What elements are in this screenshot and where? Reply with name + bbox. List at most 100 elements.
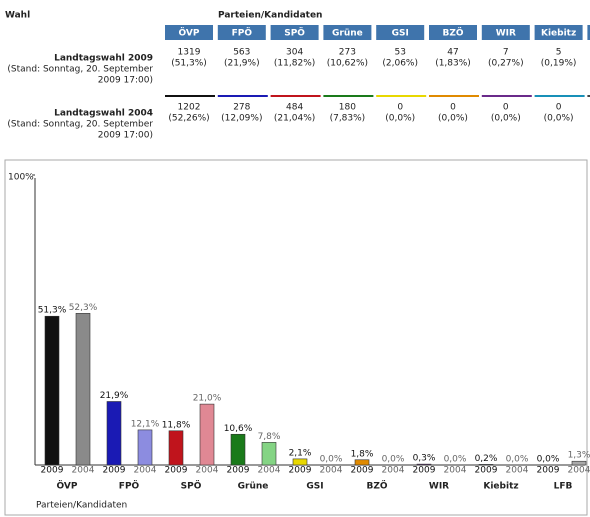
cell-text: 563 [233,48,250,58]
cell-text: 0 [450,103,456,113]
column-header-bg [429,25,477,40]
bar [199,403,215,466]
cell-text: 484 [286,103,303,113]
x-tick-label: SPÖ [181,481,202,492]
x-tick-label: FPÖ [119,481,140,492]
series-label: 2004 [72,466,95,476]
x-tick-label: Grüne [238,482,269,492]
column-header: GSI [392,29,409,39]
cell-text: (11,82%) [274,59,315,69]
cell-text: (1,83%) [435,59,471,69]
value-label: 2,1% [289,448,312,458]
value-label: 0,0% [444,455,467,465]
cell-text: 0 [556,103,562,113]
x-tick-label: LFB [554,482,573,492]
bar [106,401,122,466]
series-label: 2009 [413,466,436,476]
column-header: ÖVP [179,28,200,39]
row-note: (Stand: Sonntag, 20. September [7,120,153,130]
cell-text: 278 [233,103,250,113]
bar [168,430,184,466]
column-header: BZÖ [442,28,463,39]
value-label: 1,3% [568,451,590,461]
row-label: Landtagswahl 2004 [54,109,153,119]
column-header: SPÖ [284,28,305,39]
series-label: 2009 [165,466,188,476]
series-label: 2009 [103,466,126,476]
x-axis-title: Parteien/Kandidaten [36,501,127,511]
cell-text: (0,0%) [385,114,415,124]
series-label: 2009 [351,466,374,476]
column-header-bg [323,25,372,40]
row-note: 2009 17:00) [98,76,153,86]
series-label: 2009 [289,466,312,476]
cell-text: (0,27%) [488,59,524,69]
bar [230,433,246,466]
bar [292,458,308,466]
bar [416,463,432,466]
column-header-bg [587,25,590,40]
chart-frame [4,159,588,516]
value-label: 0,0% [506,455,529,465]
series-label: 2004 [258,466,281,476]
column-header-bg [534,25,583,40]
cell-text: 0 [503,103,509,113]
value-label: 21,0% [193,394,222,404]
cell-text: 304 [286,48,303,58]
cell-text: (0,0%) [438,114,468,124]
cell-text: (0,0%) [544,114,574,124]
x-tick-label: BZÖ [366,481,387,492]
x-tick-label: Kiebitz [483,482,518,492]
series-label: 2009 [537,466,560,476]
column-header-bg [376,25,425,40]
value-label: 11,8% [162,420,191,430]
value-label: 0,2% [475,454,498,464]
column-header: Grüne [332,29,363,39]
value-label: 0,0% [382,455,405,465]
column-header-bg [165,25,213,40]
value-label: 0,3% [413,454,436,464]
x-tick-label: ÖVP [57,481,78,492]
bar [44,315,60,466]
cell-text: 1319 [178,48,201,58]
cell-text: (52,26%) [168,114,209,124]
cell-text: (10,62%) [327,59,368,69]
column-header-bg [217,25,266,40]
x-tick-label: WIR [429,482,449,492]
x-tick-label: GSI [306,482,323,492]
bar [354,459,370,466]
cell-text: 0 [397,103,403,113]
bar [571,460,587,466]
bar [137,429,153,466]
value-label: 12,1% [131,419,160,429]
cell-text: (0,19%) [541,59,577,69]
cell-text: (21,9%) [224,59,260,69]
value-label: 0,0% [537,455,560,465]
series-label: 2009 [41,466,64,476]
series-label: 2004 [134,466,157,476]
series-label: 2004 [196,466,219,476]
column-header-bg [481,25,530,40]
column-header: WIR [496,29,516,39]
cell-text: 180 [339,103,356,113]
table-title: Wahl [5,11,30,21]
y-tick-label: 100% [8,173,34,183]
series-label: 2004 [320,466,343,476]
series-label: 2009 [227,466,250,476]
cell-text: 1202 [178,103,201,113]
value-label: 7,8% [258,432,281,442]
value-label: 52,3% [69,303,98,313]
cell-text: (51,3%) [171,59,207,69]
cell-text: (2,06%) [382,59,418,69]
bar [261,442,277,466]
cell-text: 273 [339,48,356,58]
cell-text: 7 [503,48,509,58]
value-label: 21,9% [100,391,129,401]
bar [75,313,91,466]
column-header: Kiebitz [541,29,576,39]
cell-text: 53 [394,48,405,58]
series-label: 2009 [475,466,498,476]
value-label: 51,3% [38,306,67,316]
cell-text: 47 [447,48,458,58]
